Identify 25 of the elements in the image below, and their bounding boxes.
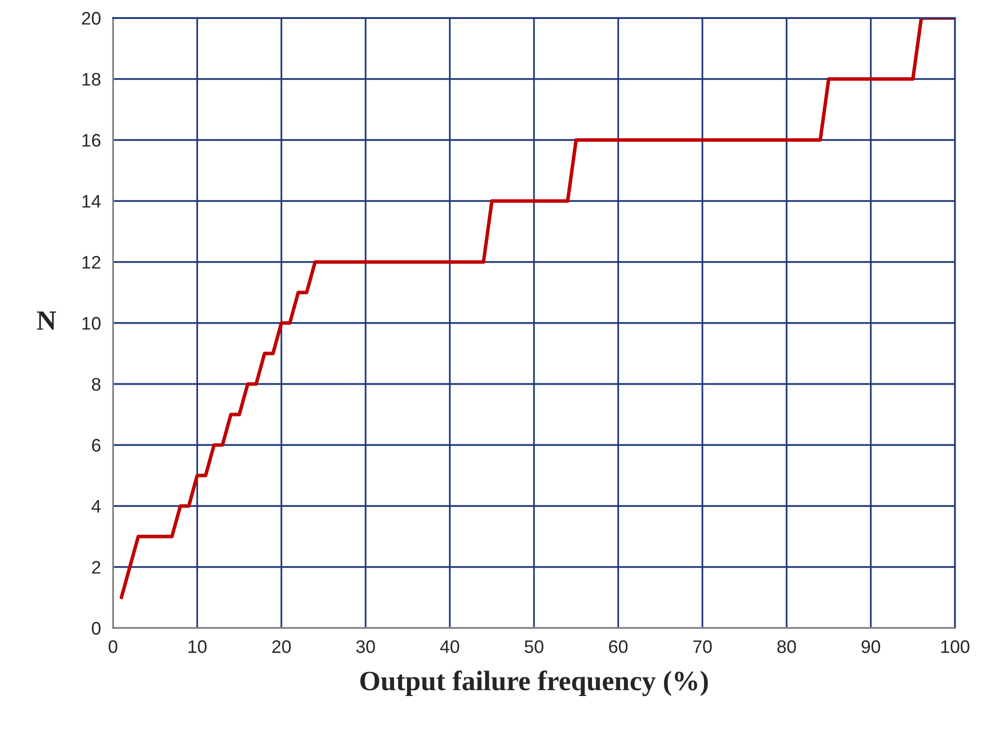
x-tick-label: 70	[693, 640, 712, 654]
x-tick-label: 100	[941, 640, 970, 654]
x-tick-label: 0	[108, 640, 118, 654]
y-tick-label: 18	[82, 72, 100, 86]
y-axis-title: N	[36, 311, 56, 330]
y-tick-label: 4	[92, 500, 101, 513]
line-series	[120, 18, 955, 600]
y-tick-label: 16	[82, 134, 100, 147]
y-tick-label: 6	[92, 438, 100, 452]
x-tick-label: 50	[524, 640, 544, 654]
x-tick-label: 90	[862, 640, 880, 654]
y-tick-label: 14	[82, 195, 101, 208]
x-axis-title: Output failure frequency (%)	[360, 670, 708, 696]
y-tick-label: 10	[82, 316, 100, 330]
y-tick-label: 0	[92, 622, 100, 635]
x-tick-label: 20	[272, 640, 291, 654]
x-tick-label: 60	[609, 640, 628, 654]
y-tick-label: 2	[92, 560, 100, 574]
y-tick-label: 12	[82, 256, 100, 269]
y-tick-label: 20	[82, 12, 100, 25]
x-tick-label: 40	[440, 640, 460, 654]
x-tick-label: 80	[777, 640, 796, 654]
x-tick-label: 10	[188, 640, 207, 654]
y-tick-label: 8	[92, 378, 100, 391]
x-tick-label: 30	[356, 640, 375, 654]
